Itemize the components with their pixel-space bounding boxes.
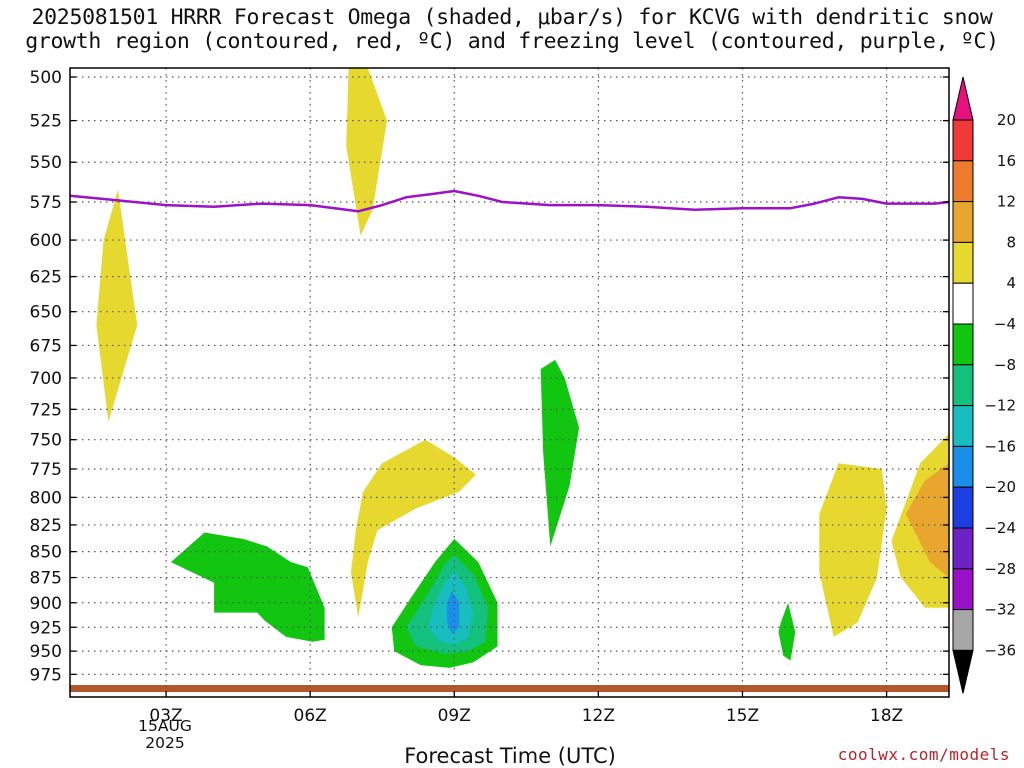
colorbar-label: −8 <box>994 356 1016 374</box>
omega-region-8 <box>540 359 580 547</box>
y-tick-label: 775 <box>30 460 62 480</box>
chart-title-line-1: 2025081501 HRRR Forecast Omega (shaded, … <box>31 5 993 30</box>
y-tick-label: 525 <box>30 112 62 132</box>
x-tick-label: 06Z <box>294 706 327 726</box>
plot-axes <box>69 67 950 698</box>
colorbar-label: −4 <box>994 315 1016 333</box>
colorbar-block <box>952 119 974 162</box>
omega-region-3 <box>351 439 476 618</box>
surface-band <box>70 685 949 693</box>
colorbar: 20 16 12 8 4 −4 −8 −12 −16 −20 −24 −28 −32 −36 <box>952 76 1016 694</box>
colorbar-label: −32 <box>984 601 1016 619</box>
y-tick-label: 750 <box>30 431 62 451</box>
y-tick-label: 825 <box>30 516 62 536</box>
colorbar-label: −16 <box>984 437 1016 455</box>
colorbar-label: 20 <box>997 111 1016 129</box>
colorbar-label: 12 <box>997 193 1016 211</box>
omega-region-4 <box>819 463 887 637</box>
credit-link[interactable]: coolwx.com/models <box>837 745 1010 764</box>
y-tick-label: 700 <box>30 369 62 389</box>
x-tick-label: 09Z <box>438 706 471 726</box>
grid-lines <box>70 68 949 697</box>
x-tick-label: 12Z <box>582 706 615 726</box>
colorbar-bottom-arrow <box>952 649 974 694</box>
y-tick-label: 575 <box>30 193 62 213</box>
y-tick-label: 500 <box>30 68 62 88</box>
surface-layer <box>70 685 949 693</box>
colorbar-block <box>952 282 974 325</box>
omega-region-9 <box>778 602 796 661</box>
x-tick-label: 03Z <box>149 706 182 726</box>
plot-frame <box>69 67 950 698</box>
omega-region-7 <box>170 532 325 642</box>
colorbar-block <box>952 609 974 651</box>
date-label-day: 15AUG <box>138 717 192 735</box>
colorbar-block <box>952 323 974 366</box>
y-tick-label: 800 <box>30 488 62 508</box>
y-tick-label: 950 <box>30 642 62 662</box>
colorbar-block <box>952 364 974 407</box>
colorbar-label: −24 <box>984 519 1016 537</box>
y-tick-label: 900 <box>30 594 62 614</box>
omega-region-2 <box>346 68 387 236</box>
colorbar-block <box>952 486 974 529</box>
omega-region-6 <box>905 463 949 578</box>
y-tick-label: 725 <box>30 400 62 420</box>
y-tick-label: 650 <box>30 303 62 323</box>
y-axis-ticks: 500 525 550 575 600 625 650 675 700 725 750 775 800 8… <box>30 68 949 685</box>
colorbar-label: −12 <box>984 397 1016 415</box>
colorbar-label: −20 <box>984 478 1016 496</box>
colorbar-label: 16 <box>997 152 1016 170</box>
freezing-level-layer <box>69 189 950 213</box>
chart-title: 2025081501 HRRR Forecast Omega (shaded, … <box>0 6 1024 54</box>
y-tick-label: 925 <box>30 618 62 638</box>
freezing-level-line <box>69 189 950 213</box>
y-tick-label: 600 <box>30 231 62 251</box>
colorbar-block <box>952 201 974 243</box>
omega-region-1 <box>96 189 138 422</box>
date-label: 15AUG 2025 <box>120 718 210 752</box>
x-tick-label: 18Z <box>870 706 903 726</box>
colorbar-block <box>952 405 974 447</box>
y-tick-label: 875 <box>30 569 62 589</box>
colorbar-block <box>952 445 974 488</box>
x-axis-label: Forecast Time (UTC) <box>404 744 616 768</box>
date-label-year: 2025 <box>145 734 185 752</box>
colorbar-block <box>952 160 974 203</box>
x-tick-label: 15Z <box>726 706 759 726</box>
colorbar-label: 4 <box>1006 274 1016 292</box>
colorbar-label: −28 <box>984 560 1016 578</box>
y-tick-label: 850 <box>30 543 62 563</box>
y-tick-label: 625 <box>30 268 62 288</box>
omega-region-13 <box>447 590 460 634</box>
y-tick-label: 975 <box>30 665 62 685</box>
colorbar-top-arrow <box>952 76 974 121</box>
colorbar-label: −36 <box>984 641 1016 659</box>
colorbar-block <box>952 568 974 611</box>
y-tick-label: 675 <box>30 336 62 356</box>
y-tick-label: 550 <box>30 153 62 173</box>
x-axis-ticks: 03Z 06Z 09Z 12Z 15Z 18Z <box>149 691 903 726</box>
colorbar-block <box>952 241 974 284</box>
colorbar-label: 8 <box>1006 233 1016 251</box>
colorbar-block <box>952 527 974 570</box>
chart-title-line-2: growth region (contoured, red, ºC) and f… <box>25 29 999 54</box>
omega-shading <box>96 68 949 668</box>
